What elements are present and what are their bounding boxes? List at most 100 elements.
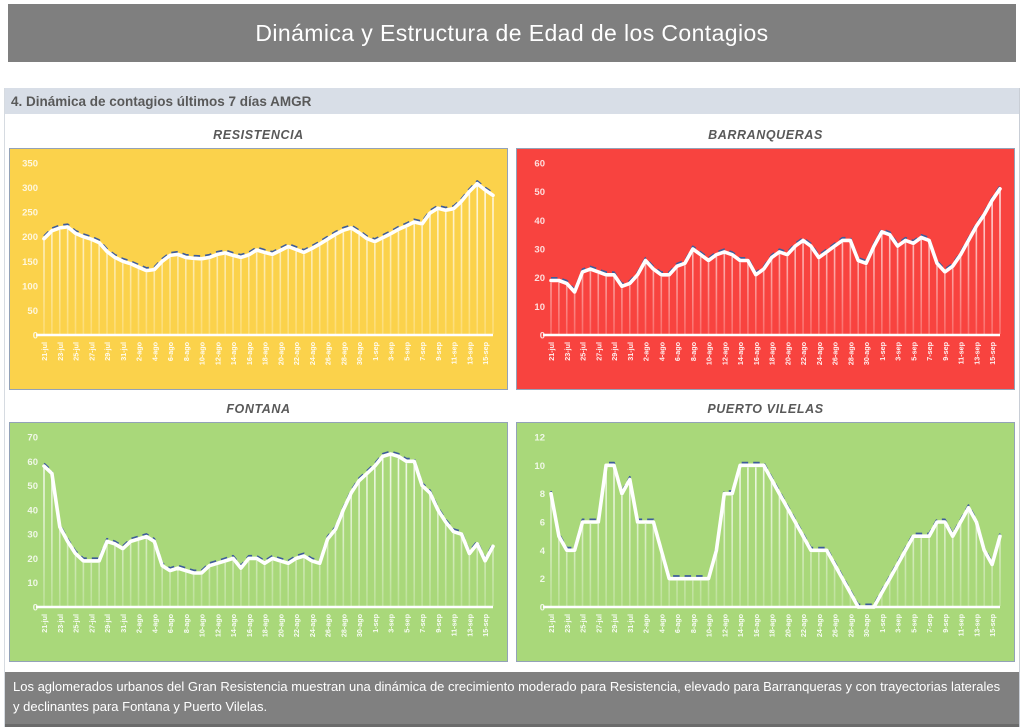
svg-text:20: 20: [534, 273, 545, 284]
svg-text:250: 250: [22, 208, 38, 219]
svg-text:4: 4: [540, 546, 546, 557]
svg-text:60: 60: [27, 457, 38, 468]
svg-text:31-jul: 31-jul: [626, 342, 635, 361]
svg-text:0: 0: [33, 603, 38, 614]
svg-text:5-sep: 5-sep: [909, 341, 918, 360]
svg-text:27-jul: 27-jul: [87, 342, 96, 361]
svg-text:9-sep: 9-sep: [434, 341, 443, 360]
svg-text:26-ago: 26-ago: [831, 613, 840, 637]
svg-text:30-ago: 30-ago: [355, 341, 364, 365]
svg-text:30-ago: 30-ago: [355, 613, 364, 637]
svg-text:22-ago: 22-ago: [799, 613, 808, 637]
svg-text:1-sep: 1-sep: [371, 613, 380, 632]
svg-text:11-sep: 11-sep: [450, 613, 459, 636]
svg-text:6-ago: 6-ago: [166, 613, 175, 633]
svg-text:20-ago: 20-ago: [276, 613, 285, 637]
section-label: 4. Dinámica de contagios últimos 7 días …: [11, 93, 312, 109]
svg-text:7-sep: 7-sep: [418, 613, 427, 632]
series-line-dashed: [43, 180, 494, 269]
y-axis-labels: 12 10 8 6 4 2 0: [534, 433, 545, 614]
svg-text:22-ago: 22-ago: [292, 613, 301, 637]
y-axis-labels: 70 60 50 40 30 20 10 0: [27, 433, 38, 614]
svg-text:2-ago: 2-ago: [135, 341, 144, 361]
svg-text:7-sep: 7-sep: [925, 613, 934, 632]
svg-text:12-ago: 12-ago: [213, 341, 222, 365]
svg-text:200: 200: [22, 232, 38, 243]
puerto-vilelas-chart: 12 10 8 6 4 2 0 21-jul 23-jul 25-jul 27-jul 29-jul 3…: [516, 422, 1015, 662]
svg-text:2: 2: [540, 574, 545, 585]
svg-text:10-ago: 10-ago: [705, 341, 714, 365]
footer-note: Los aglomerados urbanos del Gran Resiste…: [5, 672, 1019, 727]
series-line-dashed: [43, 450, 494, 572]
svg-text:10: 10: [534, 461, 545, 472]
svg-text:12-ago: 12-ago: [720, 613, 729, 637]
svg-text:8-ago: 8-ago: [689, 613, 698, 633]
svg-text:29-jul: 29-jul: [610, 614, 619, 633]
svg-text:0: 0: [33, 331, 38, 342]
chart-title-resistencia: RESISTENCIA: [213, 128, 304, 142]
svg-text:14-ago: 14-ago: [229, 341, 238, 365]
drop-lines: [550, 467, 1001, 609]
series-line-white: [549, 463, 1002, 609]
report-page: Dinámica y Estructura de Edad de los Con…: [0, 4, 1024, 727]
svg-text:29-jul: 29-jul: [103, 342, 112, 361]
svg-text:5-sep: 5-sep: [909, 613, 918, 632]
svg-text:8: 8: [540, 489, 545, 500]
svg-text:24-ago: 24-ago: [308, 341, 317, 365]
line-chart-svg: 60 50 40 30 20 10 021-jul 23-jul 25-jul 27-jul 29-…: [534, 159, 1002, 365]
y-axis-labels: 350 300 250 200 150 100 50 0: [22, 159, 38, 342]
svg-text:9-sep: 9-sep: [434, 613, 443, 632]
svg-text:11-sep: 11-sep: [957, 341, 966, 364]
svg-text:24-ago: 24-ago: [308, 613, 317, 637]
series-line-dashed: [551, 185, 1001, 291]
footer-text: Los aglomerados urbanos del Gran Resiste…: [13, 679, 1001, 715]
svg-text:13-sep: 13-sep: [465, 613, 474, 636]
x-axis-labels: 21-jul 23-jul 25-jul 27-jul 29-jul 31-jul 2-ag…: [547, 613, 997, 637]
svg-text:11-sep: 11-sep: [957, 613, 966, 636]
svg-text:28-ago: 28-ago: [846, 341, 855, 365]
svg-text:12-ago: 12-ago: [213, 613, 222, 637]
svg-text:10-ago: 10-ago: [705, 613, 714, 637]
svg-text:15-sep: 15-sep: [481, 341, 490, 364]
svg-text:14-ago: 14-ago: [229, 613, 238, 637]
svg-text:23-jul: 23-jul: [56, 342, 65, 361]
barranqueras-chart: 60 50 40 30 20 10 0 21-jul 23-jul 25-jul 27-jul 29-…: [516, 148, 1015, 390]
svg-text:13-sep: 13-sep: [972, 341, 981, 364]
svg-text:20-ago: 20-ago: [783, 613, 792, 637]
svg-text:5-sep: 5-sep: [402, 613, 411, 632]
svg-text:20-ago: 20-ago: [276, 341, 285, 365]
svg-text:25-jul: 25-jul: [72, 614, 81, 633]
svg-text:18-ago: 18-ago: [261, 341, 270, 365]
svg-text:16-ago: 16-ago: [752, 613, 761, 637]
svg-text:10: 10: [534, 302, 545, 313]
svg-text:18-ago: 18-ago: [261, 613, 270, 637]
svg-text:1-sep: 1-sep: [878, 613, 887, 632]
report-header: Dinámica y Estructura de Edad de los Con…: [8, 4, 1016, 62]
svg-text:3-sep: 3-sep: [894, 613, 903, 632]
drop-lines: [43, 456, 494, 606]
svg-text:40: 40: [534, 216, 545, 227]
svg-text:6-ago: 6-ago: [166, 341, 175, 361]
svg-text:21-jul: 21-jul: [40, 342, 49, 361]
svg-text:30-ago: 30-ago: [862, 613, 871, 637]
svg-text:50: 50: [27, 481, 38, 492]
svg-text:29-jul: 29-jul: [610, 342, 619, 361]
svg-text:25-jul: 25-jul: [579, 614, 588, 633]
chart-cell-resistencia: RESISTENCIA 350 300 250 200 150 100 50 0 21-jul 2…: [9, 128, 508, 390]
svg-text:4-ago: 4-ago: [150, 613, 159, 633]
svg-text:10-ago: 10-ago: [198, 613, 207, 637]
svg-text:350: 350: [22, 159, 38, 170]
svg-text:30: 30: [27, 530, 38, 541]
svg-text:18-ago: 18-ago: [768, 613, 777, 637]
svg-text:70: 70: [27, 433, 38, 444]
svg-text:23-jul: 23-jul: [563, 614, 572, 633]
svg-text:13-sep: 13-sep: [972, 613, 981, 636]
resistencia-chart: 350 300 250 200 150 100 50 0 21-jul 23-jul 25-jul 2…: [9, 148, 508, 390]
svg-text:16-ago: 16-ago: [752, 341, 761, 365]
svg-text:2-ago: 2-ago: [135, 613, 144, 633]
svg-text:50: 50: [27, 306, 38, 317]
svg-text:0: 0: [540, 603, 545, 614]
svg-text:0: 0: [540, 331, 545, 342]
svg-text:29-jul: 29-jul: [103, 614, 112, 633]
